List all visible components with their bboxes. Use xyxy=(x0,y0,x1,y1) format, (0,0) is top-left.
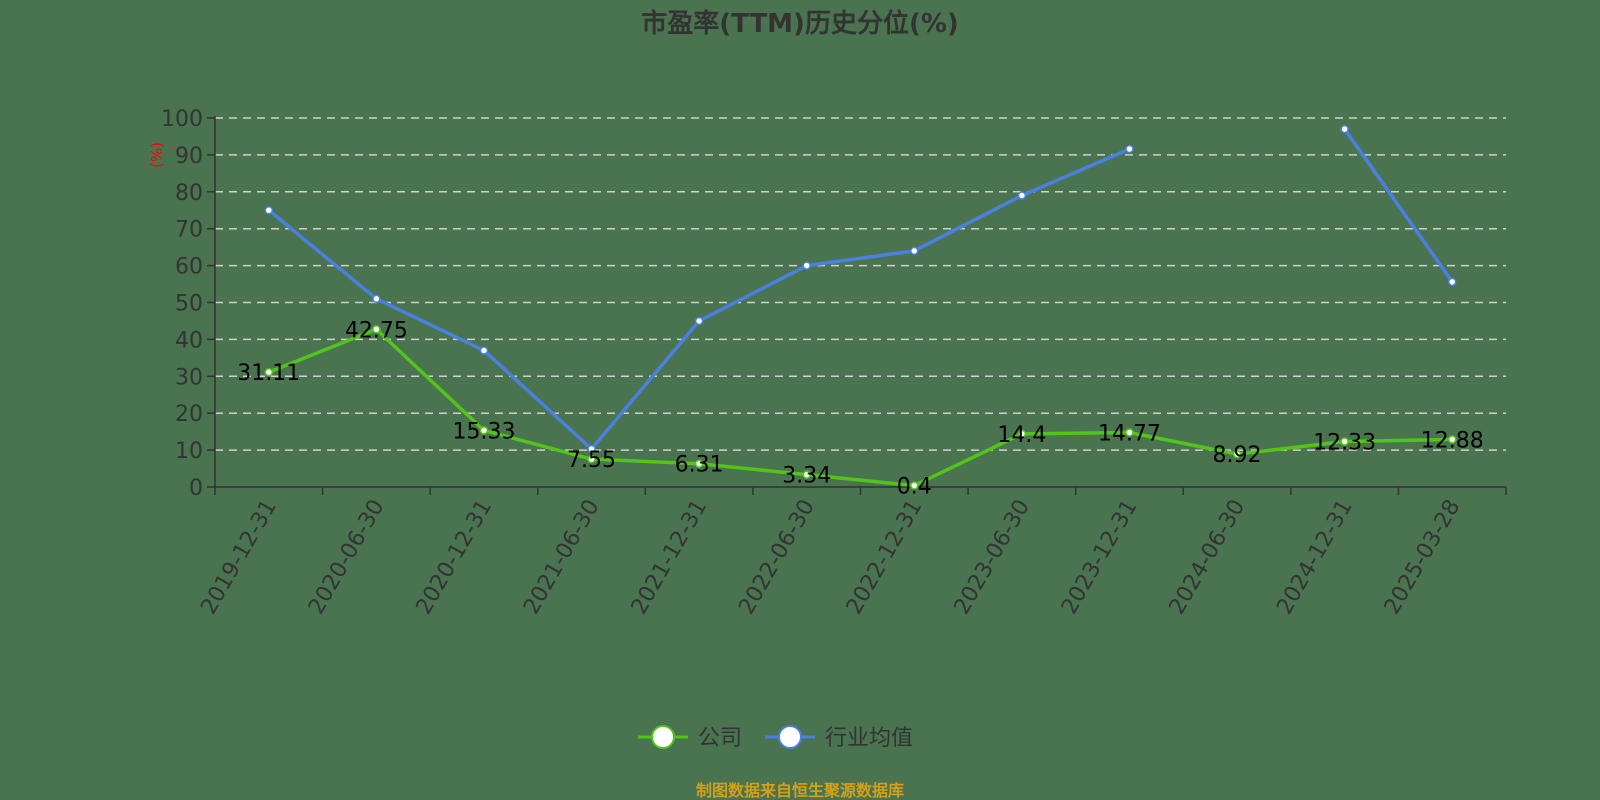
y-tick-label: 20 xyxy=(175,402,203,427)
x-tick-label: 2019-12-31 xyxy=(196,496,282,619)
series-line xyxy=(267,147,1131,451)
data-point[interactable] xyxy=(1447,277,1457,287)
data-label: 3.34 xyxy=(782,464,831,489)
series-line xyxy=(268,327,1453,488)
legend: 公司 行业均值 xyxy=(638,725,913,751)
data-point[interactable] xyxy=(264,367,274,377)
y-axis: 0 10 20 30 40 50 60 70 80 90 100 xyxy=(161,107,216,501)
series-line xyxy=(1343,128,1454,283)
x-tick-label: 2025-03-28 xyxy=(1380,496,1466,619)
data-label: 8.92 xyxy=(1213,443,1262,468)
data-label: 12.33 xyxy=(1313,431,1376,456)
legend-marker-icon xyxy=(778,725,802,749)
series-layer: 31.11 42.75 15.33 7.55 6.31 3.34 0.4 14.4 14.77 8… xyxy=(237,124,1484,500)
y-tick-label: 10 xyxy=(175,439,203,464)
source-note: 制图数据来自恒生聚源数据库 xyxy=(696,781,904,800)
data-point[interactable] xyxy=(1125,428,1134,437)
x-tick-label: 2020-06-30 xyxy=(304,496,390,619)
data-point[interactable] xyxy=(372,325,381,334)
x-tick-label: 2024-06-30 xyxy=(1165,496,1251,619)
data-point[interactable] xyxy=(910,246,919,256)
data-point[interactable] xyxy=(587,454,596,464)
series-company: 31.11 42.75 15.33 7.55 6.31 3.34 0.4 14.4 14.77 8… xyxy=(237,318,1483,499)
y-tick-label: 50 xyxy=(175,292,203,317)
chart-title: 市盈率(TTM)历史分位(%) xyxy=(641,8,959,39)
data-point[interactable] xyxy=(910,481,919,490)
data-point[interactable] xyxy=(694,459,704,468)
series-industry-average xyxy=(264,124,1457,454)
data-point[interactable] xyxy=(479,426,489,435)
data-point[interactable] xyxy=(372,294,381,304)
legend-item-industry-average[interactable]: 行业均值 xyxy=(765,725,913,751)
data-label: 14.77 xyxy=(1098,421,1161,446)
data-point[interactable] xyxy=(1232,449,1242,459)
data-point[interactable] xyxy=(1017,191,1027,200)
data-point[interactable] xyxy=(479,346,489,355)
y-tick-label: 60 xyxy=(175,255,203,280)
data-label: 42.75 xyxy=(345,318,408,343)
y-tick-label: 90 xyxy=(175,144,203,169)
data-label: 15.33 xyxy=(452,419,515,444)
x-tick-label: 2021-06-30 xyxy=(519,496,605,619)
data-label: 7.55 xyxy=(567,448,616,473)
data-point[interactable] xyxy=(694,316,704,326)
data-label: 6.31 xyxy=(675,453,724,478)
data-label: 0.4 xyxy=(897,475,932,500)
y-tick-label: 80 xyxy=(175,181,203,206)
x-tick-label: 2023-06-30 xyxy=(949,496,1035,619)
x-tick-label: 2023-12-31 xyxy=(1057,496,1143,619)
x-tick-label: 2022-06-30 xyxy=(734,496,820,619)
y-tick-label: 0 xyxy=(189,476,203,501)
y-tick-label: 30 xyxy=(175,365,203,390)
data-point[interactable] xyxy=(1340,124,1349,134)
y-tick-label: 70 xyxy=(175,218,203,243)
data-point[interactable] xyxy=(264,206,274,215)
x-tick-label: 2021-12-31 xyxy=(627,496,713,619)
y-tick-label: 100 xyxy=(161,107,203,132)
legend-label: 公司 xyxy=(698,726,742,751)
y-axis-label: (%) xyxy=(148,142,166,168)
x-tick-label: 2022-12-31 xyxy=(842,496,928,619)
data-point[interactable] xyxy=(1340,437,1349,446)
data-label: 31.11 xyxy=(237,361,300,386)
data-point[interactable] xyxy=(802,261,811,270)
data-label: 12.88 xyxy=(1421,428,1484,453)
x-axis: 2019-12-31 2020-06-30 2020-12-31 2021-06-30… xyxy=(196,486,1507,619)
data-point[interactable] xyxy=(1125,144,1134,154)
data-point[interactable] xyxy=(1447,435,1457,444)
data-point[interactable] xyxy=(802,470,811,479)
x-tick-label: 2020-12-31 xyxy=(412,496,498,619)
legend-item-company[interactable]: 公司 xyxy=(638,725,742,751)
y-tick-label: 40 xyxy=(175,328,203,353)
data-point[interactable] xyxy=(1017,429,1027,439)
x-tick-label: 2024-12-31 xyxy=(1272,496,1358,619)
grid-lines xyxy=(215,117,1506,451)
legend-marker-icon xyxy=(651,725,675,749)
data-label: 14.4 xyxy=(997,423,1046,448)
data-point[interactable] xyxy=(587,444,596,454)
legend-label: 行业均值 xyxy=(825,726,913,751)
